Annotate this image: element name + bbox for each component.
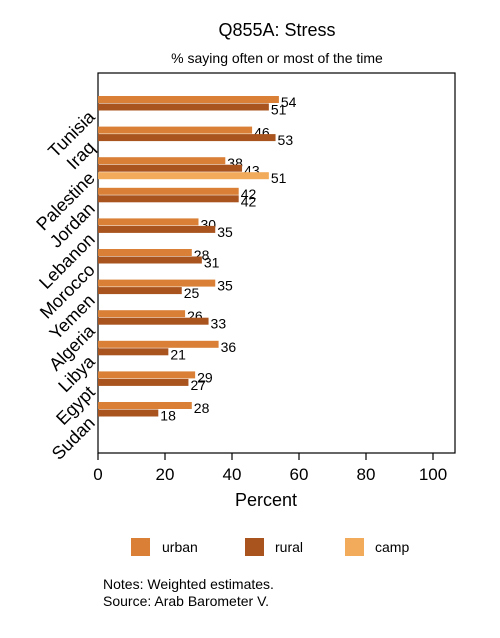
chart-title: Q855A: Stress xyxy=(218,20,335,40)
data-label: 51 xyxy=(271,170,287,186)
bar-sudan-urban xyxy=(98,402,192,409)
data-label: 21 xyxy=(170,346,186,362)
bar-yemen-rural xyxy=(98,287,182,295)
bar-egypt-urban xyxy=(98,371,196,379)
category-labels: TunisiaIraqPalestineJordanLebanonMorocco… xyxy=(32,106,99,464)
bar-libya-rural xyxy=(98,348,169,356)
legend-label-urban: urban xyxy=(162,539,198,555)
source-text: Source: Arab Barometer V. xyxy=(103,593,270,609)
data-label: 28 xyxy=(194,400,210,416)
data-label: 27 xyxy=(190,377,206,393)
bar-palestine-camp xyxy=(98,172,269,180)
legend-label-rural: rural xyxy=(275,539,303,555)
bar-algeria-urban xyxy=(98,310,186,318)
legend-label-camp: camp xyxy=(375,539,409,555)
data-label: 29 xyxy=(197,369,213,385)
bar-iraq-rural xyxy=(98,134,276,142)
bar-egypt-rural xyxy=(98,378,189,386)
data-label: 18 xyxy=(160,408,176,424)
x-tick-label: 80 xyxy=(357,465,376,484)
bar-yemen-urban xyxy=(98,279,216,287)
data-label: 42 xyxy=(241,186,257,202)
legend-swatch-camp xyxy=(345,538,364,556)
bar-morocco-urban xyxy=(98,249,192,256)
x-tick-label: 60 xyxy=(290,465,309,484)
bar-sudan-rural xyxy=(98,409,159,417)
x-axis-label: Percent xyxy=(235,490,297,510)
bar-jordan-rural xyxy=(98,195,239,203)
bar-jordan-urban xyxy=(98,187,239,195)
chart-subtitle: % saying often or most of the time xyxy=(171,50,383,66)
legend-swatch-rural xyxy=(245,538,264,556)
data-label: 54 xyxy=(281,94,297,110)
data-label: 35 xyxy=(217,278,233,294)
legend-swatch-urban xyxy=(131,538,150,556)
x-tick-label: 0 xyxy=(93,465,102,484)
data-label: 53 xyxy=(278,132,294,148)
data-label: 35 xyxy=(217,224,233,240)
data-label: 36 xyxy=(221,339,237,355)
data-label: 31 xyxy=(204,255,220,271)
legend: urban rural camp xyxy=(131,538,409,556)
bar-palestine-rural xyxy=(98,164,243,172)
bar-libya-urban xyxy=(98,340,219,348)
bar-tunisia-urban xyxy=(98,96,279,103)
x-tick-label: 100 xyxy=(419,465,447,484)
data-label: 25 xyxy=(184,285,200,301)
data-label: 51 xyxy=(271,102,287,118)
bar-morocco-rural xyxy=(98,256,202,264)
bar-lebanon-rural xyxy=(98,225,216,233)
bar-lebanon-urban xyxy=(98,218,199,226)
x-axis: 0 20 40 60 80 100 xyxy=(93,453,447,484)
x-tick-label: 40 xyxy=(223,465,242,484)
data-label: 42 xyxy=(241,193,257,209)
bar-palestine-urban xyxy=(98,157,226,165)
x-tick-label: 20 xyxy=(156,465,175,484)
bar-tunisia-rural xyxy=(98,103,269,111)
bar-iraq-urban xyxy=(98,126,253,134)
data-label: 33 xyxy=(211,316,227,332)
bar-algeria-rural xyxy=(98,317,209,325)
notes-block: Notes: Weighted estimates. Source: Arab … xyxy=(103,576,274,610)
notes-text: Notes: Weighted estimates. xyxy=(103,576,274,592)
